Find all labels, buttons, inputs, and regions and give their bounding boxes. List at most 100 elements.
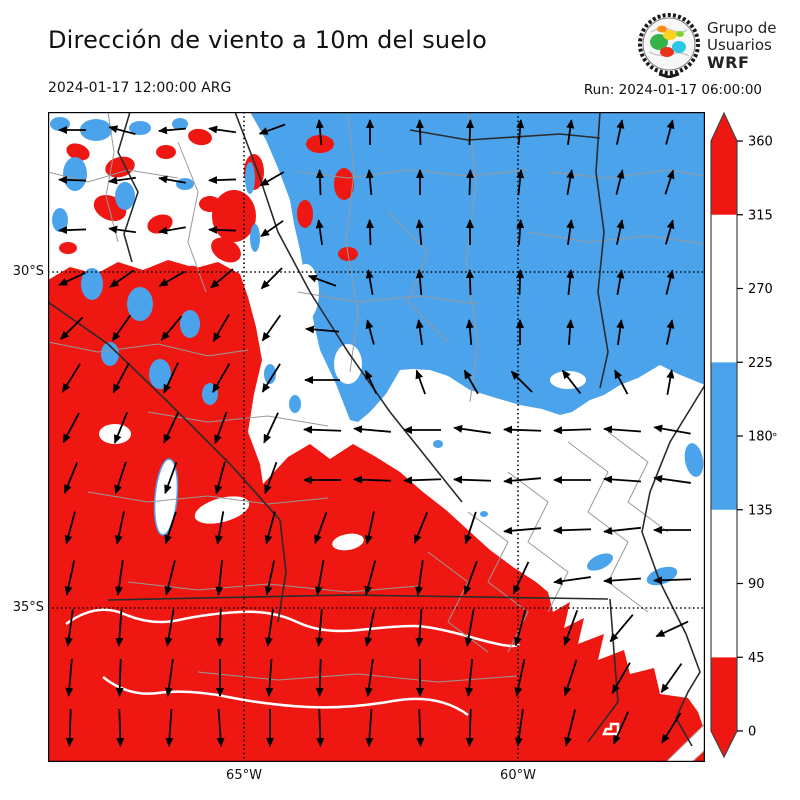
wind-arrow <box>616 269 625 295</box>
wind-arrow <box>109 269 135 288</box>
blue-patch <box>115 182 135 210</box>
department-border <box>507 471 569 613</box>
wind-arrow <box>315 609 324 647</box>
ytick-35s: 35°S <box>12 600 44 615</box>
department-border <box>547 169 706 179</box>
wind-arrow <box>364 659 374 697</box>
wind-arrow <box>416 708 425 747</box>
colorbar-tick-label: 45 <box>748 651 765 666</box>
wind-arrow <box>210 268 234 289</box>
wind-arrow <box>364 370 378 394</box>
wind-arrow <box>616 319 625 345</box>
wind-arrow <box>465 319 474 346</box>
logo-line-2: Usuarios <box>707 36 772 54</box>
province-border <box>595 111 609 389</box>
wind-arrow <box>514 709 524 747</box>
province-border <box>107 594 609 601</box>
wind-arrow <box>413 512 428 544</box>
wind-arrow <box>160 315 183 341</box>
wind-arrow <box>58 226 87 235</box>
wind-arrow <box>208 176 237 185</box>
red-patch <box>306 135 334 153</box>
wind-arrow <box>403 476 442 485</box>
red-patch <box>297 200 313 228</box>
wind-arrow <box>666 369 675 395</box>
province-border <box>587 598 619 743</box>
wind-arrow <box>553 526 592 535</box>
wind-arrow <box>464 609 475 647</box>
colorbar: 0 45 90 135 180 225 270 315 360 ° <box>700 100 800 780</box>
wind-arrow <box>466 119 475 146</box>
wind-arrow <box>616 219 625 245</box>
wind-arrow <box>65 659 74 697</box>
blue-patch <box>50 117 70 131</box>
wind-arrow <box>63 462 78 494</box>
wind-arrow <box>466 169 475 196</box>
department-border <box>465 111 479 403</box>
wind-arrow <box>415 608 424 647</box>
wind-arrow <box>303 425 342 434</box>
wind-arrow <box>216 708 225 747</box>
lake <box>684 443 704 477</box>
wind-arrow <box>111 314 132 342</box>
colorbar-tick-label: 225 <box>748 356 773 371</box>
wind-arrow <box>62 412 80 444</box>
white-contour <box>102 676 469 717</box>
wind-arrow <box>566 319 575 346</box>
wind-arrow <box>158 226 186 235</box>
wind-arrow <box>113 412 128 444</box>
province-border <box>117 111 139 263</box>
xtick-65w: 65°W <box>226 768 262 783</box>
blue-patch <box>149 359 171 389</box>
wind-arrow <box>364 511 375 545</box>
wind-arrow <box>463 560 478 596</box>
wind-arrow <box>516 219 525 246</box>
blue-patch <box>81 268 103 300</box>
wind-arrow <box>212 363 231 393</box>
wind-arrow <box>215 511 225 545</box>
white-hole <box>99 424 131 444</box>
wind-arrow <box>665 269 675 295</box>
wind-arrow <box>208 125 236 134</box>
wind-arrow <box>516 119 525 146</box>
blue-patch <box>180 310 200 338</box>
wind-arrow <box>514 609 527 647</box>
colorbar-segment <box>711 362 737 510</box>
wrf-globe-icon <box>638 13 700 79</box>
wind-arrow <box>259 171 285 187</box>
lake <box>586 553 614 571</box>
wind-arrow <box>566 219 575 245</box>
wind-arrow <box>260 220 284 238</box>
wind-arrow <box>415 119 424 146</box>
wind-arrow <box>164 609 175 647</box>
white-hole <box>550 371 586 389</box>
wind-arrow <box>353 425 391 434</box>
red-patch <box>59 242 77 254</box>
region-southerly-blue <box>250 112 705 422</box>
wind-arrow <box>364 609 376 647</box>
blue-patch <box>172 118 188 130</box>
wind-arrow <box>503 526 541 535</box>
province-border <box>409 129 601 141</box>
blue-patch <box>101 342 119 366</box>
xtick-60w: 60°W <box>500 768 536 783</box>
wind-arrow <box>114 511 125 545</box>
wind-arrow <box>64 511 76 545</box>
colorbar-tick-label: 0 <box>748 725 756 740</box>
colorbar-segment <box>711 657 737 731</box>
wind-arrow <box>665 119 675 145</box>
wind-direction-map <box>47 111 706 763</box>
wind-arrow <box>163 362 179 394</box>
white-hole <box>194 496 250 524</box>
province-border <box>47 301 281 521</box>
wind-arrow <box>660 663 683 694</box>
blue-patch <box>129 121 151 135</box>
wind-arrow <box>158 126 187 135</box>
wind-arrow <box>261 363 281 393</box>
wind-arrow <box>603 475 642 484</box>
wind-arrow <box>158 270 186 287</box>
run-time-label: Run: 2024-01-17 06:00:00 <box>583 82 762 98</box>
wind-arrow <box>514 659 526 697</box>
red-patch <box>66 143 90 161</box>
